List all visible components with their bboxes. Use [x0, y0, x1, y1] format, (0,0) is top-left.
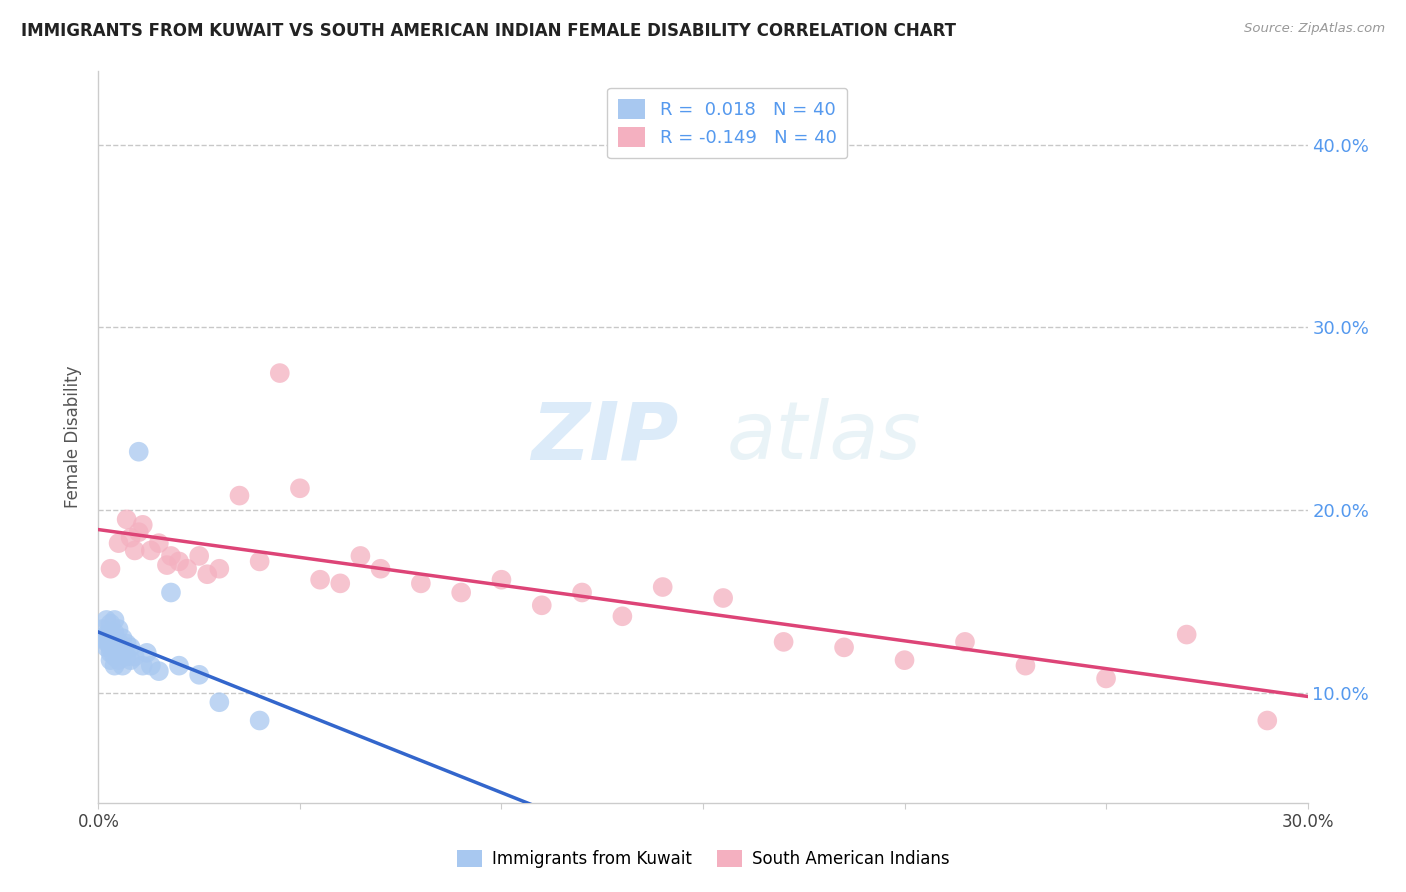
Point	[349, 549, 371, 563]
Point	[188, 549, 211, 563]
Legend: Immigrants from Kuwait, South American Indians: Immigrants from Kuwait, South American I…	[450, 843, 956, 875]
Point	[107, 536, 129, 550]
Point	[269, 366, 291, 380]
Point	[772, 635, 794, 649]
Point	[100, 625, 122, 640]
Point	[96, 627, 118, 641]
Point	[96, 640, 118, 655]
Point	[96, 635, 118, 649]
Point	[103, 637, 125, 651]
Point	[167, 658, 190, 673]
Point	[1256, 714, 1278, 728]
Point	[188, 667, 211, 681]
Point	[450, 585, 472, 599]
Point	[96, 613, 118, 627]
Point	[370, 562, 392, 576]
Legend: R =  0.018   N = 40, R = -0.149   N = 40: R = 0.018 N = 40, R = -0.149 N = 40	[607, 87, 848, 158]
Point	[103, 613, 125, 627]
Point	[139, 543, 162, 558]
Point	[139, 658, 162, 673]
Point	[100, 616, 122, 631]
Point	[107, 622, 129, 636]
Point	[249, 714, 271, 728]
Point	[100, 653, 122, 667]
Point	[329, 576, 352, 591]
Point	[103, 625, 125, 640]
Point	[160, 549, 183, 563]
Point	[107, 635, 129, 649]
Point	[120, 640, 142, 655]
Point	[167, 554, 190, 568]
Point	[208, 562, 231, 576]
Point	[120, 653, 142, 667]
Point	[100, 562, 122, 576]
Point	[571, 585, 593, 599]
Point	[120, 531, 142, 545]
Point	[711, 591, 734, 605]
Point	[107, 653, 129, 667]
Point	[115, 637, 138, 651]
Point	[100, 635, 122, 649]
Point	[156, 558, 179, 573]
Point	[128, 525, 150, 540]
Point	[103, 649, 125, 664]
Point	[91, 622, 114, 636]
Text: Source: ZipAtlas.com: Source: ZipAtlas.com	[1244, 22, 1385, 36]
Point	[100, 646, 122, 660]
Point	[103, 658, 125, 673]
Point	[128, 444, 150, 458]
Text: IMMIGRANTS FROM KUWAIT VS SOUTH AMERICAN INDIAN FEMALE DISABILITY CORRELATION CH: IMMIGRANTS FROM KUWAIT VS SOUTH AMERICAN…	[21, 22, 956, 40]
Point	[953, 635, 976, 649]
Point	[832, 640, 855, 655]
Point	[124, 543, 146, 558]
Point	[111, 646, 134, 660]
Point	[1014, 658, 1036, 673]
Point	[160, 585, 183, 599]
Point	[288, 481, 311, 495]
Point	[135, 646, 157, 660]
Point	[612, 609, 634, 624]
Point	[249, 554, 271, 568]
Point	[107, 646, 129, 660]
Point	[176, 562, 198, 576]
Point	[132, 517, 155, 532]
Point	[115, 512, 138, 526]
Point	[107, 640, 129, 655]
Point	[530, 599, 553, 613]
Point	[100, 640, 122, 655]
Point	[208, 695, 231, 709]
Point	[491, 573, 513, 587]
Point	[115, 649, 138, 664]
Y-axis label: Female Disability: Female Disability	[65, 366, 83, 508]
Point	[651, 580, 673, 594]
Point	[148, 664, 170, 678]
Point	[124, 649, 146, 664]
Point	[309, 573, 332, 587]
Point	[148, 536, 170, 550]
Point	[111, 658, 134, 673]
Point	[893, 653, 915, 667]
Text: ZIP: ZIP	[531, 398, 679, 476]
Point	[1095, 672, 1118, 686]
Point	[228, 489, 250, 503]
Point	[132, 658, 155, 673]
Point	[111, 632, 134, 646]
Point	[195, 567, 218, 582]
Text: atlas: atlas	[727, 398, 922, 476]
Point	[409, 576, 432, 591]
Point	[91, 632, 114, 646]
Point	[1175, 627, 1198, 641]
